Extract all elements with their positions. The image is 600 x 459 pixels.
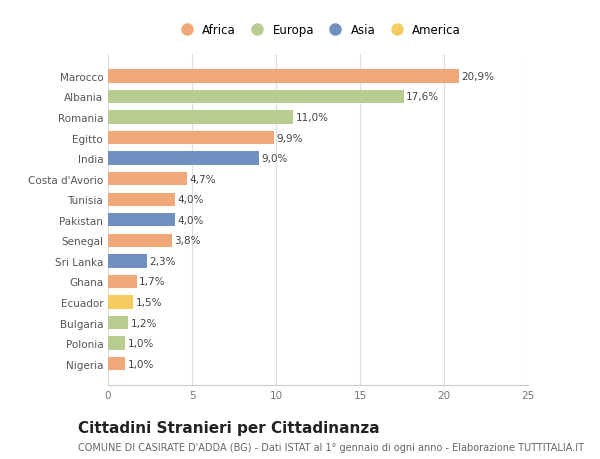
Text: 11,0%: 11,0% xyxy=(295,113,328,123)
Bar xyxy=(108,213,175,227)
Text: 9,9%: 9,9% xyxy=(277,133,304,143)
Text: 3,8%: 3,8% xyxy=(175,236,201,246)
Bar xyxy=(108,337,125,350)
Text: 4,0%: 4,0% xyxy=(178,215,204,225)
Bar xyxy=(108,316,128,330)
Bar xyxy=(108,275,137,289)
Bar xyxy=(108,193,175,207)
Text: 9,0%: 9,0% xyxy=(262,154,288,164)
Bar xyxy=(108,357,125,370)
Text: 4,0%: 4,0% xyxy=(178,195,204,205)
Text: 2,3%: 2,3% xyxy=(149,256,176,266)
Text: Cittadini Stranieri per Cittadinanza: Cittadini Stranieri per Cittadinanza xyxy=(78,420,380,435)
Legend: Africa, Europa, Asia, America: Africa, Europa, Asia, America xyxy=(173,21,463,39)
Text: 1,5%: 1,5% xyxy=(136,297,162,308)
Bar xyxy=(108,296,133,309)
Bar xyxy=(108,70,459,84)
Text: 1,0%: 1,0% xyxy=(127,359,154,369)
Text: 4,7%: 4,7% xyxy=(190,174,216,185)
Text: 1,2%: 1,2% xyxy=(131,318,157,328)
Bar xyxy=(108,255,146,268)
Text: 20,9%: 20,9% xyxy=(461,72,494,82)
Bar xyxy=(108,152,259,165)
Text: 1,0%: 1,0% xyxy=(127,338,154,348)
Bar xyxy=(108,111,293,124)
Bar xyxy=(108,234,172,247)
Bar xyxy=(108,90,404,104)
Bar xyxy=(108,173,187,186)
Bar xyxy=(108,132,274,145)
Text: 1,7%: 1,7% xyxy=(139,277,166,287)
Text: 17,6%: 17,6% xyxy=(406,92,439,102)
Text: COMUNE DI CASIRATE D'ADDA (BG) - Dati ISTAT al 1° gennaio di ogni anno - Elabora: COMUNE DI CASIRATE D'ADDA (BG) - Dati IS… xyxy=(78,442,584,452)
